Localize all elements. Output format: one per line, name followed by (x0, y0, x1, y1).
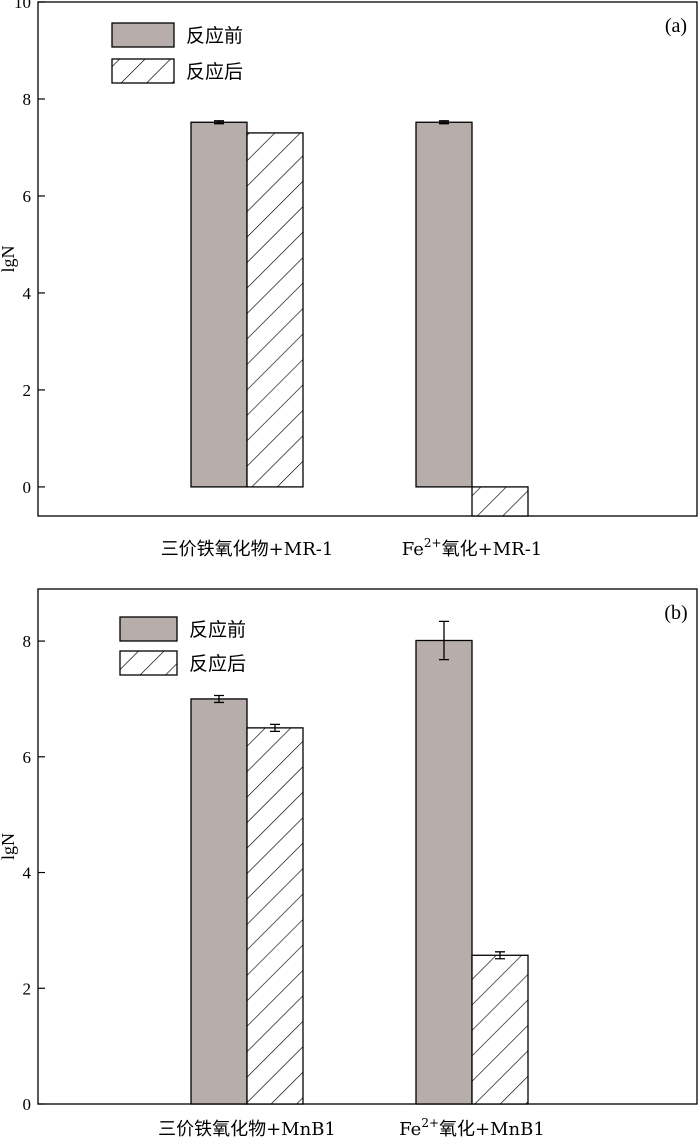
y-tick-label: 4 (23, 864, 32, 883)
bar-before-2 (415, 121, 473, 488)
panel-label: (b) (664, 602, 687, 624)
category-label: Fe2+氧化+MR-1 (402, 536, 542, 560)
legend-label: 反应前 (186, 25, 243, 47)
y-tick-label: 2 (23, 381, 32, 400)
y-axis-label: lgN (0, 245, 18, 272)
legend-label: 反应后 (186, 61, 243, 83)
y-tick-label: 6 (23, 187, 32, 206)
bar-after-2 (471, 954, 529, 1105)
legend-swatch-after (111, 58, 175, 84)
category-label: 三价铁氧化物+MnB1 (158, 1119, 336, 1140)
error-bar (270, 723, 280, 732)
category-label: Fe2+氧化+MnB1 (399, 1116, 545, 1140)
legend-swatch-before (119, 616, 178, 642)
bar-before-1 (190, 698, 248, 1105)
category-label: 三价铁氧化物+MR-1 (161, 539, 334, 560)
plot-frame (37, 588, 698, 1105)
bar-after-1 (246, 132, 304, 488)
y-tick-label: 8 (23, 632, 32, 651)
chart-panel-a: 0 2 4 6 8 10 lgN (a) 三价铁氧化物+MR-1 Fe2+氧化+MR-1 反应前反应… (0, 0, 698, 560)
plot-frame (37, 1, 698, 517)
error-bar (214, 120, 224, 125)
y-tick-label: 10 (14, 0, 31, 12)
bar-after-1 (246, 727, 304, 1105)
bar-before-1 (190, 121, 248, 488)
bar-before-2 (415, 639, 473, 1105)
y-axis-label: lgN (0, 833, 18, 860)
y-tick-label: 2 (23, 979, 32, 998)
error-bar (214, 694, 224, 704)
error-bar (439, 620, 449, 661)
y-tick-label: 8 (23, 90, 32, 109)
y-tick-label: 6 (23, 748, 32, 767)
panel-label: (a) (665, 15, 687, 37)
y-tick-label: 0 (23, 478, 32, 497)
error-bar (439, 120, 449, 125)
bar-after-zero-base (471, 486, 529, 517)
legend-swatch-before (111, 22, 175, 48)
error-bar (495, 951, 505, 960)
legend-label: 反应前 (189, 619, 246, 641)
legend-label: 反应后 (189, 653, 246, 675)
y-tick-label: 4 (23, 284, 32, 303)
legend-swatch-after (119, 650, 178, 676)
y-tick-label: 0 (23, 1095, 32, 1114)
